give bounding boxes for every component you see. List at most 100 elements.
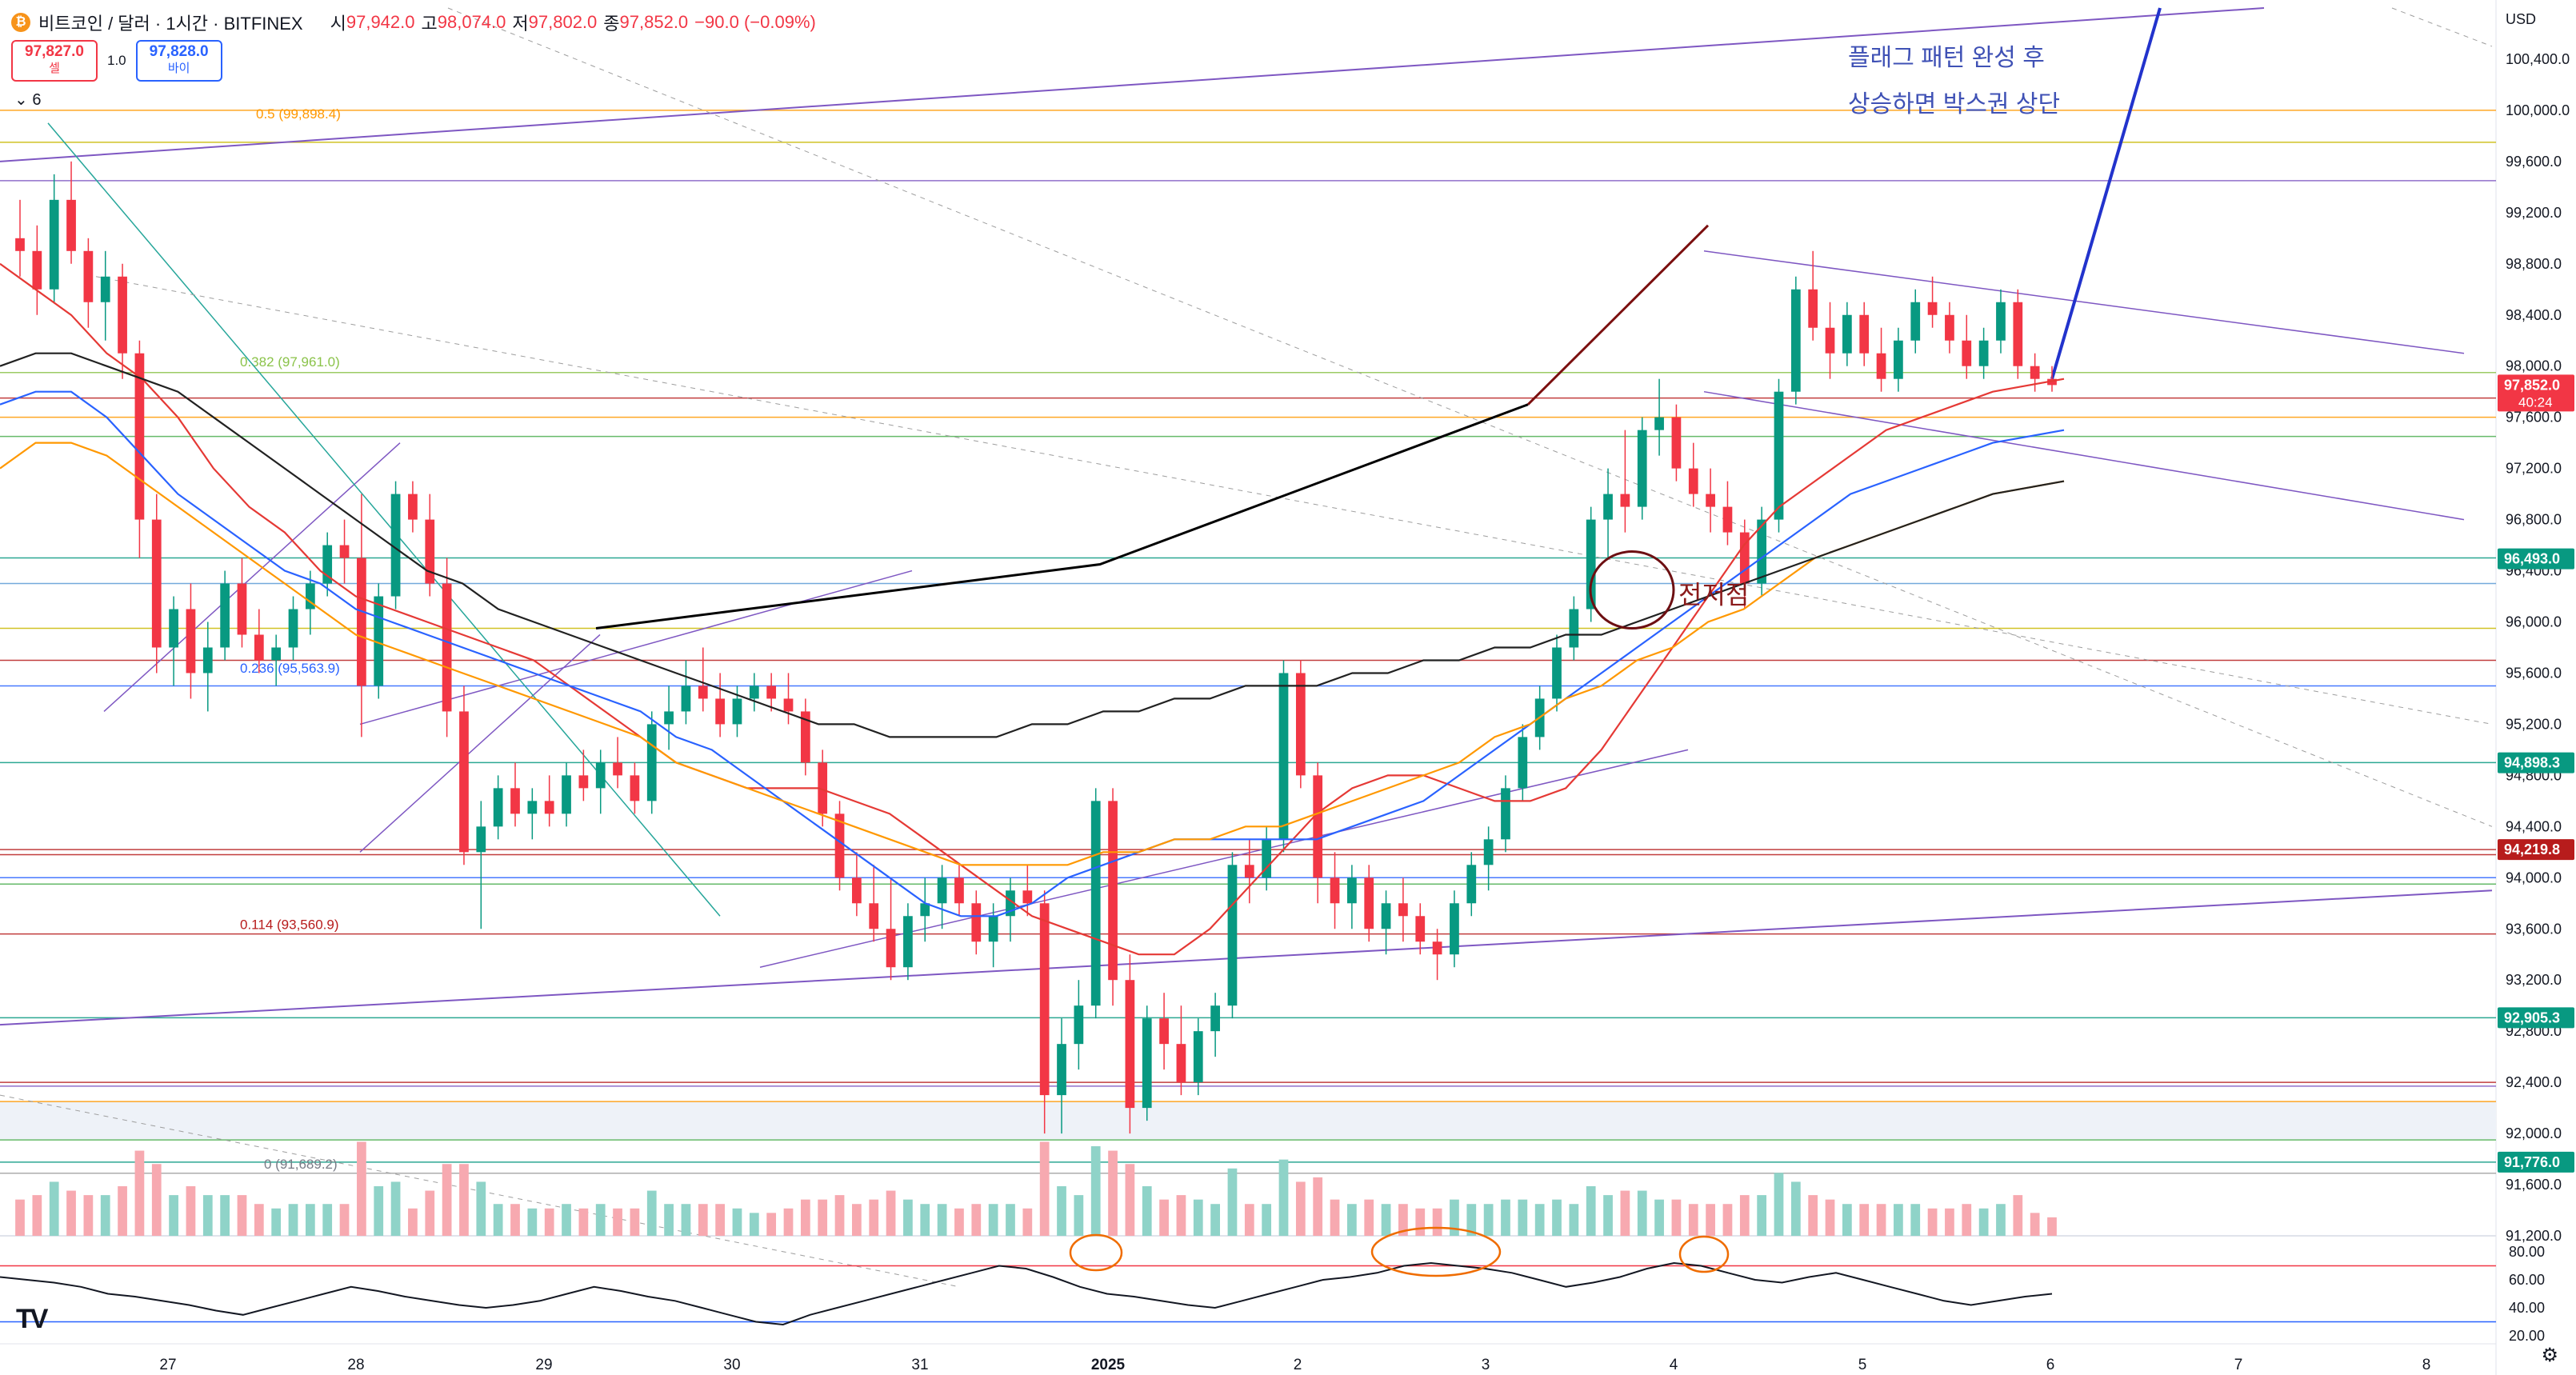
candle[interactable] [305, 583, 315, 610]
projection-line[interactable] [2050, 7, 2162, 380]
candle[interactable] [339, 545, 350, 558]
candle[interactable] [681, 686, 691, 712]
candle[interactable] [425, 519, 435, 584]
candle[interactable] [1193, 1031, 1203, 1083]
rsi-overbought-circle[interactable] [1370, 1226, 1502, 1277]
candle[interactable] [15, 238, 25, 251]
candle[interactable] [66, 199, 76, 251]
candle[interactable] [869, 903, 879, 929]
candle[interactable] [1825, 327, 1835, 354]
candle[interactable] [766, 686, 777, 699]
candle[interactable] [903, 916, 913, 968]
candle[interactable] [818, 762, 828, 814]
candle[interactable] [357, 558, 366, 686]
candle[interactable] [1262, 839, 1272, 878]
candle[interactable] [220, 583, 230, 648]
candle[interactable] [783, 698, 794, 712]
candle[interactable] [1108, 801, 1118, 981]
candle[interactable] [852, 877, 862, 904]
candle[interactable] [100, 276, 110, 302]
candle[interactable] [237, 583, 247, 635]
candle[interactable] [920, 903, 930, 917]
candle[interactable] [527, 801, 538, 814]
candle[interactable] [390, 494, 401, 597]
ma-mid-line[interactable] [0, 390, 2065, 917]
candle[interactable] [151, 519, 162, 648]
candle[interactable] [1552, 647, 1562, 699]
candle[interactable] [510, 788, 520, 814]
sell-button[interactable]: 97,827.0 셀 [11, 40, 98, 82]
candle[interactable] [1688, 468, 1698, 494]
price-badge[interactable] [2498, 839, 2574, 861]
candle[interactable] [476, 826, 486, 853]
candle[interactable] [1654, 417, 1664, 430]
price-badge[interactable] [2498, 374, 2574, 412]
candle[interactable] [442, 583, 452, 712]
trendline[interactable] [103, 442, 401, 712]
candle[interactable] [1210, 1005, 1220, 1032]
candle[interactable] [800, 711, 810, 763]
candle[interactable] [1057, 1044, 1066, 1096]
candle[interactable] [322, 545, 333, 584]
candle[interactable] [1176, 1044, 1186, 1083]
candle[interactable] [288, 609, 298, 648]
candle[interactable] [1996, 302, 2006, 341]
candle[interactable] [749, 686, 759, 699]
candle[interactable] [1894, 340, 1903, 379]
candle[interactable] [1278, 673, 1289, 840]
candle[interactable] [1090, 801, 1101, 1006]
candle[interactable] [1432, 941, 1442, 955]
price-badge[interactable] [2498, 1151, 2574, 1173]
candle[interactable] [134, 353, 145, 520]
candle[interactable] [971, 903, 982, 942]
buy-button[interactable]: 97,828.0 바이 [135, 40, 222, 82]
candle[interactable] [937, 877, 947, 904]
candle[interactable] [646, 724, 657, 801]
ma-long-line[interactable] [0, 352, 2065, 738]
trendline[interactable] [759, 749, 1689, 968]
trendline[interactable] [2391, 7, 2493, 47]
ma-slow-line[interactable] [0, 442, 2065, 866]
candle[interactable] [1774, 391, 1784, 520]
candle[interactable] [1227, 865, 1238, 1006]
candle[interactable] [202, 647, 213, 674]
candle[interactable] [1415, 916, 1426, 942]
candle[interactable] [1381, 903, 1391, 929]
candle[interactable] [562, 775, 571, 814]
candle[interactable] [1483, 839, 1494, 865]
candle[interactable] [1978, 340, 1989, 366]
candle[interactable] [2030, 366, 2040, 379]
candle[interactable] [374, 596, 384, 686]
candle[interactable] [254, 634, 264, 661]
candle[interactable] [1450, 903, 1459, 955]
candle[interactable] [493, 788, 503, 827]
candle[interactable] [1859, 314, 1870, 354]
candle[interactable] [1739, 532, 1750, 584]
candle[interactable] [32, 250, 42, 290]
price-badge[interactable] [2498, 1007, 2574, 1029]
candle[interactable] [1022, 890, 1033, 904]
candle[interactable] [698, 686, 708, 699]
candle[interactable] [169, 609, 178, 648]
trendline[interactable] [359, 570, 913, 725]
price-badge[interactable] [2498, 548, 2574, 570]
candle[interactable] [664, 711, 674, 725]
candle[interactable] [578, 775, 589, 789]
symbol-title[interactable]: 비트코인 / 달러 · 1시간 · BITFINEX [38, 14, 303, 34]
trendline[interactable] [1703, 390, 2465, 521]
candle[interactable] [1006, 890, 1015, 917]
gear-icon[interactable]: ⚙ [2541, 1345, 2558, 1366]
candle[interactable] [954, 877, 964, 904]
candle[interactable] [1569, 609, 1579, 648]
rsi-line[interactable] [0, 1261, 2053, 1326]
candle[interactable] [459, 711, 469, 853]
candle[interactable] [1330, 877, 1340, 904]
candle[interactable] [1125, 980, 1135, 1109]
candle[interactable] [1876, 353, 1886, 379]
candle[interactable] [118, 276, 127, 354]
candle[interactable] [1039, 903, 1050, 1096]
candle[interactable] [613, 762, 622, 776]
candle[interactable] [1945, 314, 1954, 341]
candle[interactable] [630, 775, 640, 801]
trendline[interactable] [95, 276, 2493, 725]
